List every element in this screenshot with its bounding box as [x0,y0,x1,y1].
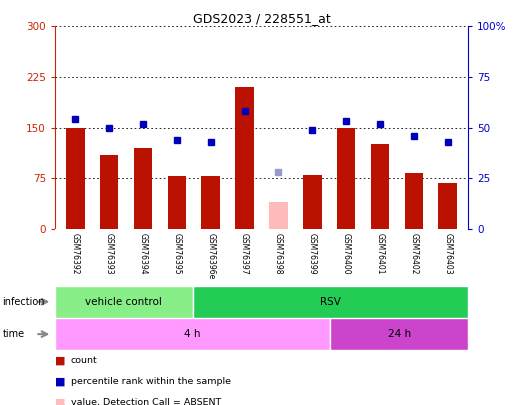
Bar [269,202,288,229]
Bar [100,155,118,229]
Bar [55,286,192,318]
Text: time: time [3,329,25,339]
Text: value, Detection Call = ABSENT: value, Detection Call = ABSENT [71,398,221,405]
Text: ■: ■ [55,398,65,405]
Bar [134,148,152,229]
Text: GSM76398: GSM76398 [274,233,283,275]
Text: GSM76402: GSM76402 [410,233,418,275]
Bar [371,145,389,229]
Bar [331,318,468,350]
Text: GSM76403: GSM76403 [444,233,452,275]
Text: 24 h: 24 h [388,329,411,339]
Text: vehicle control: vehicle control [85,297,162,307]
Bar [337,128,356,229]
Bar [55,318,331,350]
Bar [303,175,322,229]
Text: percentile rank within the sample: percentile rank within the sample [71,377,231,386]
Bar [235,87,254,229]
Text: GSM76394: GSM76394 [139,233,147,275]
Bar [192,286,468,318]
Text: GSM76399: GSM76399 [308,233,317,275]
Text: RSV: RSV [320,297,341,307]
Bar [201,176,220,229]
Text: GSM76401: GSM76401 [376,233,384,275]
Text: GSM76393: GSM76393 [105,233,113,275]
Text: 4 h: 4 h [185,329,201,339]
Text: GSM76396e: GSM76396e [206,233,215,279]
Text: GSM76400: GSM76400 [342,233,350,275]
Text: GSM76392: GSM76392 [71,233,79,275]
Text: ■: ■ [55,356,65,365]
Title: GDS2023 / 228551_at: GDS2023 / 228551_at [192,12,331,25]
Text: infection: infection [3,297,45,307]
Bar [167,176,186,229]
Bar [66,128,85,229]
Text: count: count [71,356,97,365]
Bar [405,173,423,229]
Text: ■: ■ [55,377,65,386]
Text: GSM76395: GSM76395 [173,233,181,275]
Text: GSM76397: GSM76397 [240,233,249,275]
Bar [438,183,457,229]
